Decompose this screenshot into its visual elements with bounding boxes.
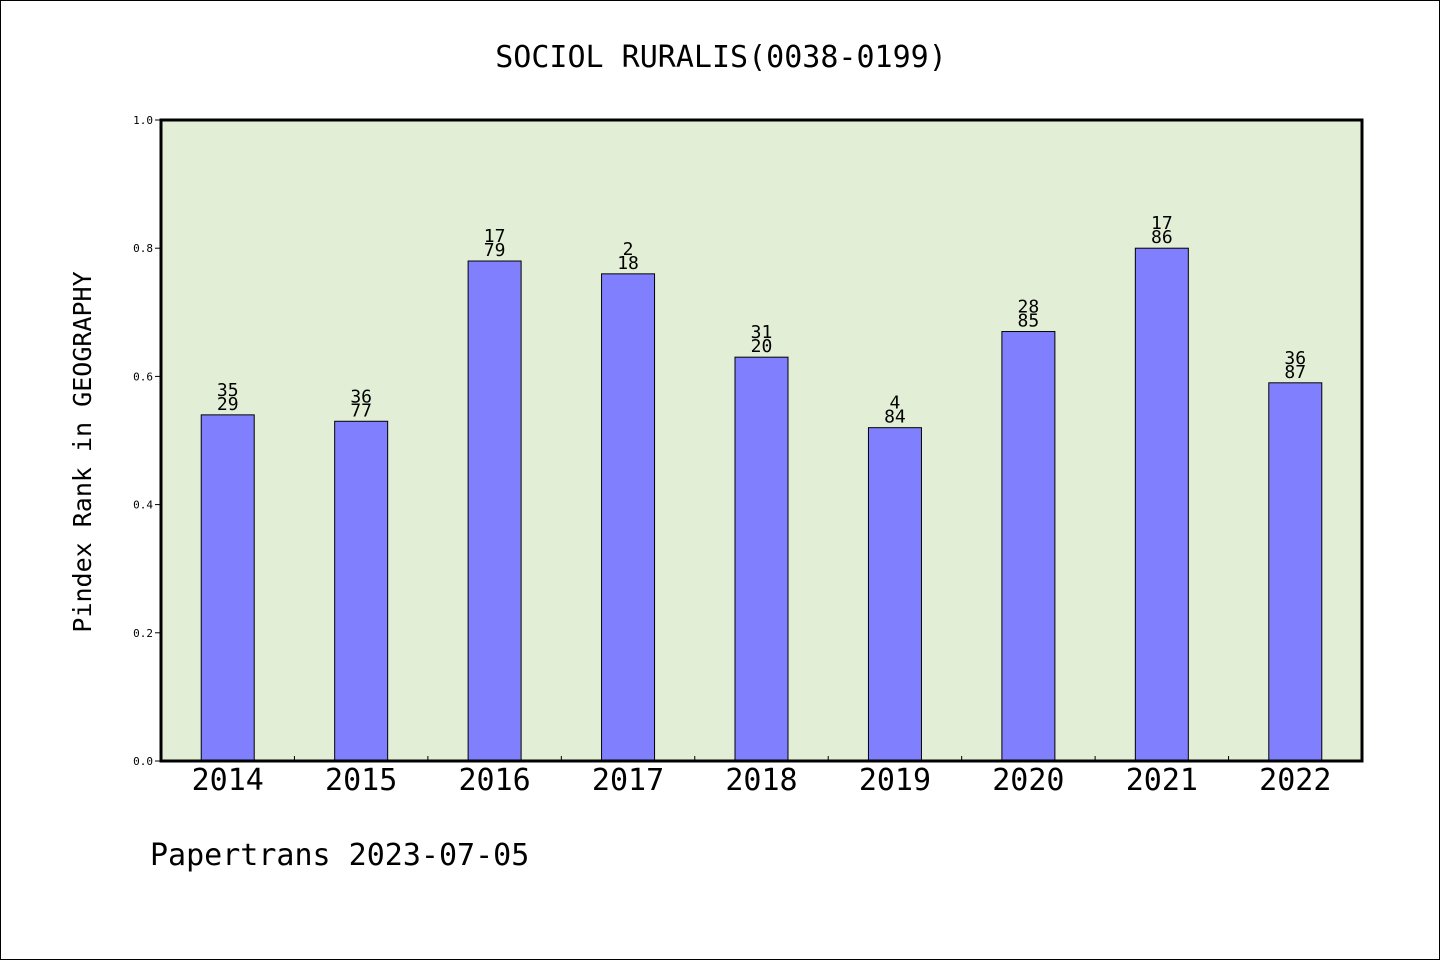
plot-border [159,118,1364,763]
x-tick-label: 2014 [192,763,264,798]
bar-label-upper: 4 [890,393,901,414]
bar-label-lower: 77 [350,400,372,421]
y-tick-label: 0.0 [133,755,153,768]
bar-label-upper: 35 [217,380,239,401]
bar [1134,247,1189,762]
x-tick-label: 2019 [859,763,931,798]
footer-text: Papertrans 2023-07-05 [150,838,529,873]
bar [601,273,656,762]
bar [200,414,255,762]
bar-label-upper: 2 [623,239,634,260]
bar-label-lower: 86 [1151,227,1173,248]
x-tick-label: 2016 [458,763,530,798]
bar-label-upper: 31 [751,322,773,343]
bar-label-lower: 20 [751,336,773,357]
bar-label-lower: 29 [217,394,239,415]
bar-label-lower: 85 [1018,311,1040,332]
bar [1001,331,1056,762]
x-tick-label: 2015 [325,763,397,798]
bar-label-lower: 87 [1284,362,1306,383]
y-tick-label: 1.0 [133,114,153,127]
y-tick-label: 0.8 [133,242,153,255]
bar [867,427,922,762]
bar-label-upper: 17 [484,226,506,247]
bar [1268,382,1323,762]
chart-title: SOCIOL RURALIS(0038-0199) [495,40,947,75]
y-tick-label: 0.6 [133,370,153,383]
bar [734,356,789,762]
bar [467,260,522,762]
bar-label-lower: 79 [484,240,506,261]
bar-label-upper: 36 [350,386,372,407]
x-tick-label: 2022 [1259,763,1331,798]
y-tick-label: 0.4 [133,499,153,512]
y-tick-label: 0.2 [133,627,153,640]
bar [334,420,389,762]
bar-label-lower: 18 [617,253,639,274]
x-tick-label: 2018 [725,763,797,798]
bar-label-upper: 28 [1018,297,1040,318]
bar-label-upper: 36 [1284,348,1306,369]
bar-label-upper: 17 [1151,213,1173,234]
bar-label-lower: 84 [884,407,906,428]
y-axis-label: Pindex Rank in GEOGRAPHY [68,271,97,632]
x-tick-label: 2020 [992,763,1064,798]
x-tick-label: 2021 [1126,763,1198,798]
x-tick-label: 2017 [592,763,664,798]
